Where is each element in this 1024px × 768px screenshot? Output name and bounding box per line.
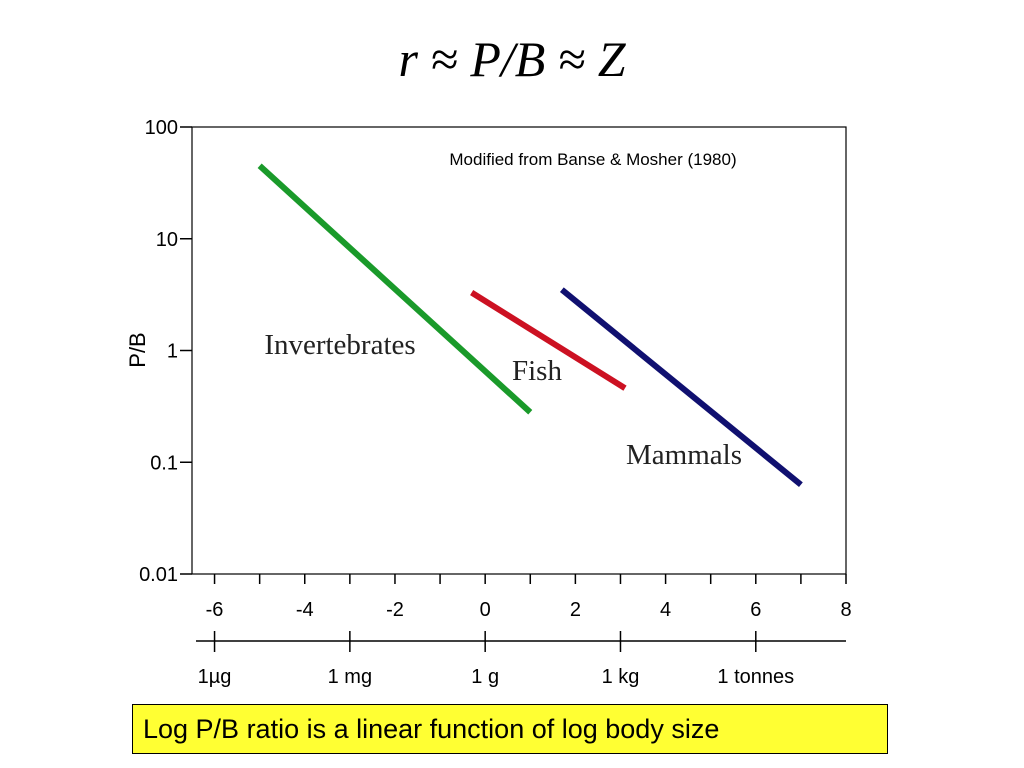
y-tick-label: 1 [167,341,178,363]
series-line-mammals [559,287,803,487]
mass-tick-label: 1µg [198,666,232,688]
x-tick-label: -2 [386,599,404,621]
mass-tick-label: 1 kg [602,666,640,688]
y-tick-label: 0.01 [139,564,178,586]
slide-title: r ≈ P/B ≈ Z [398,31,626,87]
caption-box: Log P/B ratio is a linear function of lo… [132,704,888,754]
x-tick-label: 0 [480,599,491,621]
series-line-invertebrates [257,163,533,415]
y-tick-label: 0.1 [150,452,178,474]
series-labels: Invertebrates Fish Mammals [264,329,742,471]
mass-axis: 1µg 1 mg 1 g 1 kg 1 tonnes [196,631,846,688]
chart: 100 10 1 0.1 0.01 -6 -4 -2 0 2 4 6 8 1µg 1 mg 1 g 1 kg… [125,117,852,688]
series-label-fish: Fish [512,355,562,387]
source-annotation: Modified from Banse & Mosher (1980) [449,150,736,169]
series-label-mammals: Mammals [626,439,742,471]
y-axis: 100 10 1 0.1 0.01 [139,117,192,586]
x-tick-label: -4 [296,599,314,621]
mass-tick-label: 1 mg [328,666,372,688]
series-label-invertebrates: Invertebrates [264,329,415,361]
x-tick-label: 6 [750,599,761,621]
x-tick-label: 4 [660,599,671,621]
series-lines [257,163,803,487]
x-tick-label: 2 [570,599,581,621]
mass-tick-label: 1 tonnes [717,666,794,688]
y-tick-label: 10 [156,229,178,251]
x-axis: -6 -4 -2 0 2 4 6 8 [206,574,852,621]
x-tick-label: -6 [206,599,224,621]
y-axis-title: P/B [125,332,150,367]
caption-text: Log P/B ratio is a linear function of lo… [143,713,720,744]
x-tick-label: 8 [840,599,851,621]
y-tick-label: 100 [145,117,178,139]
series-line-fish [470,290,627,391]
mass-tick-label: 1 g [471,666,499,688]
